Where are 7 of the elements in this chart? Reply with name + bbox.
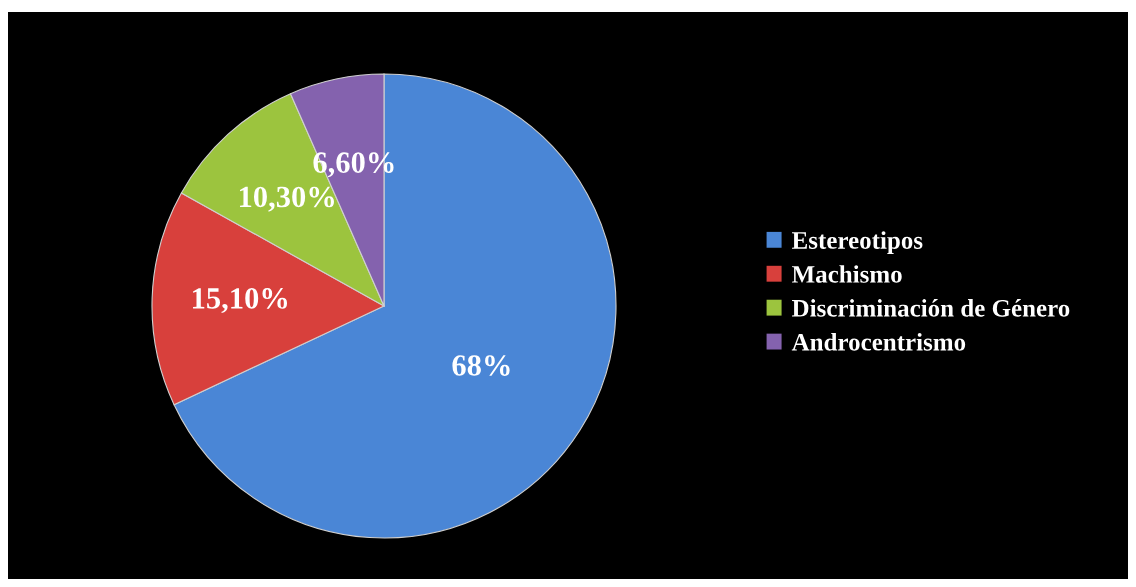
data-label: 15,10%: [193, 288, 288, 314]
legend-label: Estereotipos: [792, 231, 923, 254]
legend-label: Machismo: [792, 265, 902, 283]
data-label: 10,30%: [239, 186, 334, 212]
legend-label: Discriminación de Género: [792, 299, 1070, 317]
data-label: 68%: [452, 355, 510, 376]
legend-label: Androcentrismo: [791, 333, 966, 351]
